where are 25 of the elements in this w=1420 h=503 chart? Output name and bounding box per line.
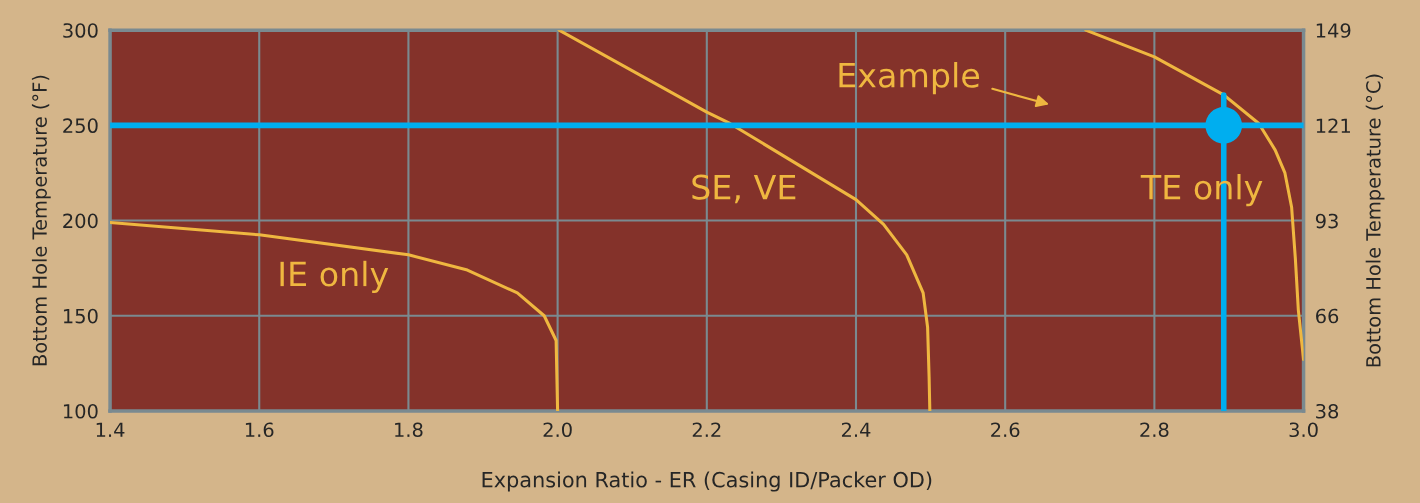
- y-tick-label: 100: [63, 403, 98, 419]
- x-tick-label: 2.0: [543, 422, 572, 438]
- y2-tick-label: 38: [1316, 403, 1339, 419]
- y2-tick-label: 121: [1316, 118, 1350, 133]
- x-tick-label: 2.6: [991, 422, 1020, 438]
- x-tick-label: 2.2: [692, 422, 721, 437]
- y2-tick-label: 93: [1315, 213, 1338, 229]
- x-tick-label: 2.4: [841, 422, 871, 437]
- x-tick-label: 1.8: [395, 422, 423, 438]
- line-series: [110, 220, 560, 411]
- y-axis-title: Bottom Hole Temperature (°F): [31, 75, 51, 366]
- x-tick-label: 1.6: [245, 422, 274, 438]
- x-axis-title: Expansion Ratio - ER (Casing ID/Packer OD): [482, 471, 932, 492]
- y-tick-label: 150: [63, 308, 98, 324]
- x-tick-label: 2.8: [1140, 422, 1169, 438]
- annotation: IE only: [280, 260, 389, 294]
- line-series: [1084, 30, 1304, 362]
- y-tick-label: 250: [63, 118, 98, 134]
- x-tick-label: 3.0: [1289, 422, 1318, 438]
- y-tick-label: 300: [63, 23, 98, 38]
- x-tick-label: 1.4: [96, 422, 125, 437]
- y2-tick-label: 149: [1316, 23, 1351, 38]
- y2-axis-title: Bottom Hole Temperature (°C): [1365, 74, 1385, 367]
- y2-tick-label: 66: [1316, 308, 1339, 324]
- y-tick-label: 200: [63, 213, 98, 229]
